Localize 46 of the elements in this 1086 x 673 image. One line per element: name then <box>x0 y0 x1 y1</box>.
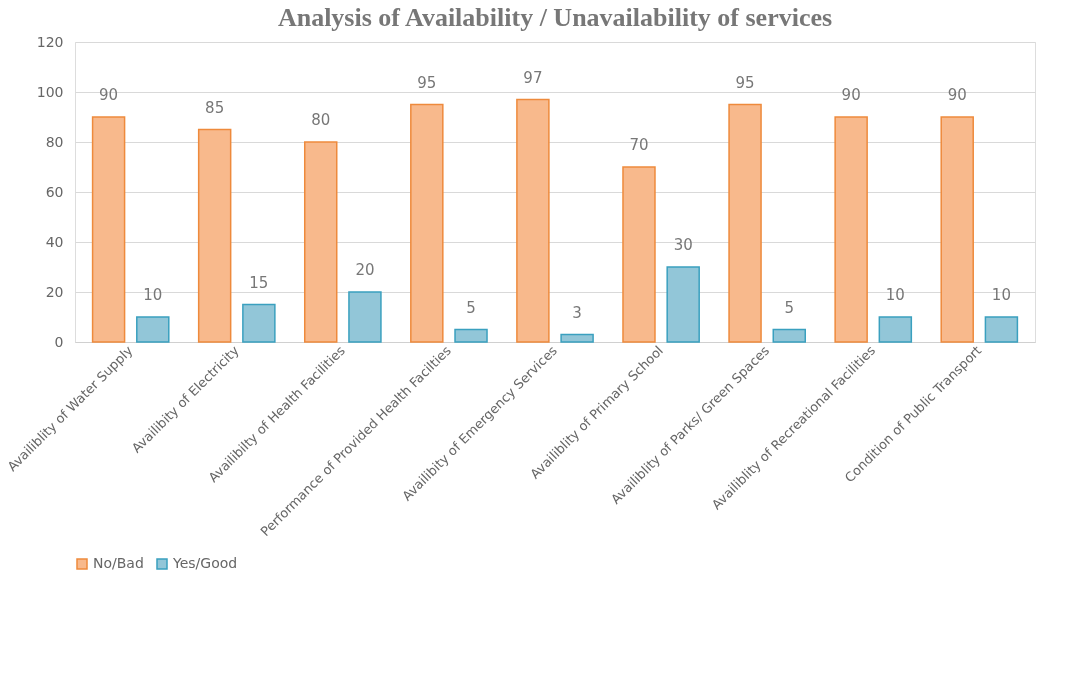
bar <box>940 116 974 343</box>
bar <box>242 303 276 343</box>
data-label: 97 <box>523 68 543 87</box>
data-label: 30 <box>673 236 693 254</box>
data-label: 95 <box>735 73 755 92</box>
bar <box>304 141 338 343</box>
bar <box>410 103 444 343</box>
bar <box>91 116 126 343</box>
data-label: 10 <box>143 286 163 304</box>
data-label: 80 <box>311 111 331 129</box>
data-label: 10 <box>991 286 1011 304</box>
bar <box>834 116 868 343</box>
y-tick-label: 0 <box>54 333 64 350</box>
data-label: 5 <box>784 298 795 317</box>
bar <box>878 316 913 343</box>
bar <box>348 291 382 343</box>
y-tick-label: 100 <box>36 83 64 100</box>
bar <box>454 328 488 343</box>
y-tick-label: 60 <box>45 183 64 200</box>
bar <box>197 128 232 343</box>
data-label: 15 <box>249 273 269 292</box>
bar <box>772 328 806 343</box>
legend-label: No/Bad <box>93 555 144 571</box>
bar <box>560 333 594 343</box>
chart-title: Analysis of Availability / Unavailability of services <box>277 3 833 32</box>
data-label: 3 <box>572 303 582 322</box>
bar <box>666 266 700 343</box>
data-label: 20 <box>355 261 375 279</box>
legend-label: Yes/Good <box>172 555 238 571</box>
y-tick-label: 80 <box>45 133 64 150</box>
data-label: 95 <box>417 73 437 92</box>
data-label: 5 <box>466 298 476 317</box>
bar <box>728 103 762 343</box>
bar <box>622 166 656 343</box>
bar <box>516 98 550 343</box>
data-label: 10 <box>885 286 905 304</box>
data-label: 70 <box>629 136 649 154</box>
y-tick-label: 40 <box>45 233 64 250</box>
y-tick-label: 20 <box>45 283 64 300</box>
data-label: 90 <box>947 86 967 104</box>
bar <box>984 316 1019 343</box>
data-label: 90 <box>99 86 119 104</box>
data-label: 90 <box>841 86 861 104</box>
bar <box>136 316 170 343</box>
y-tick-label: 120 <box>36 33 64 50</box>
data-label: 85 <box>205 98 225 117</box>
